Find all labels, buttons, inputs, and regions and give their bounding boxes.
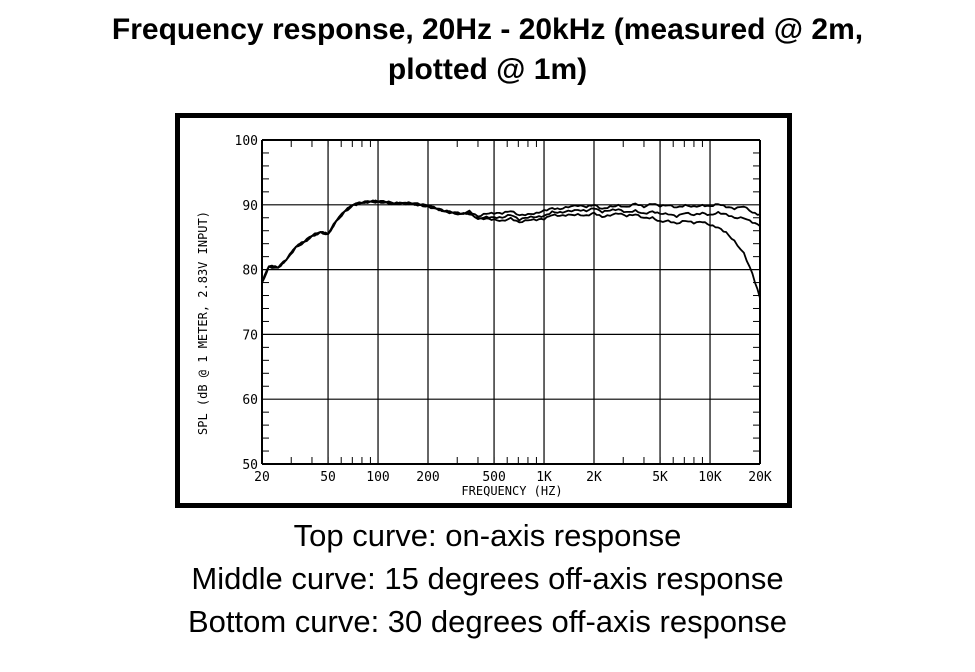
x-tick-label: 20	[254, 470, 270, 485]
x-tick-label: 2K	[586, 470, 602, 485]
chart-title: Frequency response, 20Hz - 20kHz (measur…	[0, 10, 975, 90]
x-tick-label: 50	[320, 470, 336, 485]
y-tick-label: 50	[242, 458, 258, 473]
caption-middle-curve: Middle curve: 15 degrees off-axis respon…	[191, 561, 784, 596]
x-tick-label: 1K	[536, 470, 552, 485]
x-tick-label: 200	[416, 470, 439, 485]
series-line-15-degrees	[261, 199, 761, 283]
y-tick-label: 90	[242, 199, 258, 214]
y-axis-label: SPL (dB @ 1 METER, 2.83V INPUT)	[196, 211, 210, 435]
x-tick-label: 10K	[698, 470, 722, 485]
series-line-30-degrees	[261, 199, 761, 299]
x-tick-label: 5K	[652, 470, 668, 485]
y-tick-label: 60	[242, 393, 258, 408]
chart-frame: 20 50 100 200 500 1K 2K 5K 10K 20K 50 60 70 80 90 100 F…	[175, 113, 792, 508]
x-tick-label: 500	[482, 470, 505, 485]
y-tick-label: 70	[242, 328, 258, 343]
chart-title-line-1: Frequency response, 20Hz - 20kHz (measur…	[111, 13, 864, 46]
y-tick-label: 80	[242, 264, 258, 279]
x-tick-label: 20K	[748, 470, 772, 485]
chart-title-line-2: plotted @ 1m)	[387, 53, 588, 86]
caption-top-curve: Top curve: on-axis response	[293, 518, 682, 553]
x-tick-label: 100	[366, 470, 389, 485]
caption-bottom-curve: Bottom curve: 30 degrees off-axis respon…	[187, 604, 788, 639]
x-axis-label: FREQUENCY (HZ)	[461, 484, 562, 498]
y-tick-label: 100	[235, 134, 258, 149]
captions: Top curve: on-axis response Middle curve…	[0, 514, 975, 643]
